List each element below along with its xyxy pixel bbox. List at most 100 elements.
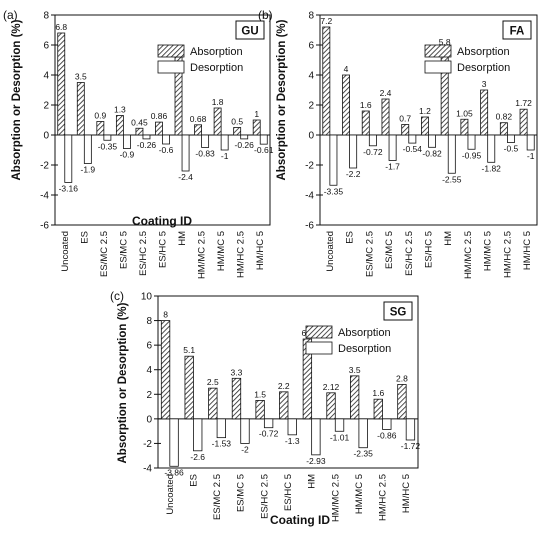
absorption-bar <box>460 118 469 136</box>
y-tick-label: 4 <box>308 71 314 82</box>
desorption-data-label: -0.83 <box>195 148 215 158</box>
tag-box <box>502 20 532 40</box>
desorption-data-label: -1.7 <box>385 162 400 172</box>
absorption-bar <box>342 74 350 136</box>
y-tick-label: 6 <box>308 41 314 52</box>
x-tick-label: Uncoated <box>60 231 71 272</box>
y-tick-label: 0 <box>146 414 152 425</box>
desorption-data-label: -1.3 <box>285 436 300 446</box>
legend-swatch-absorption <box>157 44 185 58</box>
x-tick-label: ES/MC 2.5 <box>99 231 110 277</box>
desorption-bar <box>487 134 496 163</box>
y-tick-label: 2 <box>146 390 152 401</box>
x-tick-label: HM <box>177 231 188 246</box>
desorption-data-label: -0.35 <box>98 141 118 151</box>
absorption-data-label: 1.3 <box>114 105 126 115</box>
desorption-data-label: -0.26 <box>235 140 255 150</box>
x-tick-label: ES/HC 5 <box>424 231 435 268</box>
desorption-data-label: -1.01 <box>330 432 350 442</box>
desorption-data-label: -0.26 <box>137 140 157 150</box>
absorption-data-label: 2.12 <box>323 382 340 392</box>
absorption-bar <box>519 108 528 136</box>
tag-label: SG <box>390 307 407 319</box>
desorption-bar <box>467 134 476 150</box>
desorption-bar <box>123 134 131 149</box>
desorption-bar <box>142 134 151 140</box>
absorption-bar <box>255 400 265 420</box>
desorption-bar <box>405 418 416 441</box>
absorption-bar <box>233 127 242 136</box>
absorption-bar <box>381 98 390 136</box>
desorption-bar <box>220 134 229 151</box>
x-tick-label: ES/MC 5 <box>384 231 395 269</box>
tag-box <box>383 301 413 321</box>
absorption-data-label: 7.2 <box>320 16 332 26</box>
desorption-bar <box>103 134 112 141</box>
x-tick-label: ES/MC 5 <box>236 474 247 512</box>
x-tick-label: HM/MC 5 <box>216 231 227 271</box>
desorption-bar <box>259 134 268 145</box>
desorption-data-label: -2.55 <box>442 174 462 184</box>
desorption-data-label: -2.2 <box>346 169 361 179</box>
absorption-bar <box>96 121 105 136</box>
x-tick-label: HM <box>443 231 454 246</box>
desorption-bar <box>287 418 297 436</box>
absorption-bar <box>76 82 85 136</box>
absorption-data-label: 1.2 <box>419 106 431 116</box>
absorption-data-label: 6.8 <box>55 22 67 32</box>
x-tick-label: HM/HC 2.5 <box>378 474 389 521</box>
desorption-data-label: -1 <box>221 151 229 161</box>
desorption-bar <box>408 134 417 144</box>
absorption-bar <box>135 127 144 136</box>
desorption-data-label: -0.61 <box>254 145 274 155</box>
absorption-data-label: 0.82 <box>496 112 513 122</box>
desorption-bar <box>334 418 345 432</box>
absorption-data-label: 0.7 <box>399 114 411 124</box>
y-tick-label: -6 <box>305 221 314 232</box>
desorption-data-label: -3.35 <box>324 186 344 196</box>
absorption-bar <box>115 115 124 136</box>
desorption-bar <box>368 134 377 147</box>
legend-swatch-desorption <box>424 60 452 74</box>
desorption-data-label: -1.9 <box>81 165 96 175</box>
x-tick-label: ES/HC 5 <box>158 231 169 268</box>
y-tick-label: 8 <box>146 316 152 327</box>
x-tick-label: ES/MC 2.5 <box>212 474 223 520</box>
absorption-data-label: 1.6 <box>360 100 372 110</box>
chart-panel-1: -6 -4 -2 0 2 4 6 8 6.8 -3.16 Uncoated 3.5 -1.9 ES 0.9 -… <box>3 8 274 279</box>
legend-label-desorption: Desorption <box>457 62 510 74</box>
desorption-data-label: -2.4 <box>178 172 193 182</box>
absorption-data-label: 1.5 <box>254 389 266 399</box>
desorption-bar <box>201 134 210 148</box>
y-tick-label: -2 <box>143 439 152 450</box>
chart-panel-2: -6 -4 -2 0 2 4 6 8 7.2 -3.35 Uncoated 4 -2.2 ES 1.6 -0.… <box>258 8 538 279</box>
x-tick-label: ES/HC 5 <box>283 474 294 511</box>
legend-label-desorption: Desorption <box>190 62 243 74</box>
absorption-bar <box>302 338 313 420</box>
absorption-bar <box>397 384 407 420</box>
x-tick-label: HM/HC 5 <box>255 231 266 270</box>
desorption-data-label: -2 <box>241 444 249 454</box>
desorption-bar <box>388 134 397 161</box>
y-tick-label: 4 <box>43 71 49 82</box>
x-tick-label: ES/MC 2.5 <box>364 231 375 277</box>
x-axis-title: Coating ID <box>132 214 192 228</box>
desorption-data-label: -0.72 <box>259 429 279 439</box>
absorption-bar <box>160 320 171 420</box>
absorption-data-label: 0.9 <box>94 111 106 121</box>
absorption-data-label: 0.68 <box>190 114 207 124</box>
absorption-bar <box>279 391 289 420</box>
desorption-bar <box>507 134 515 143</box>
desorption-bar <box>358 418 368 449</box>
x-tick-label: HM/HC 5 <box>522 231 533 270</box>
desorption-data-label: -1.72 <box>401 441 421 451</box>
absorption-data-label: 1.8 <box>212 97 224 107</box>
desorption-data-label: -3.16 <box>59 183 79 193</box>
desorption-bar <box>240 134 249 140</box>
panel-label: (a) <box>3 8 18 22</box>
desorption-data-label: -2.93 <box>306 456 326 466</box>
absorption-data-label: 2.2 <box>278 381 290 391</box>
desorption-data-label: -2.6 <box>190 452 205 462</box>
desorption-bar <box>169 418 179 467</box>
x-tick-label: HM/MC 2.5 <box>463 231 474 279</box>
